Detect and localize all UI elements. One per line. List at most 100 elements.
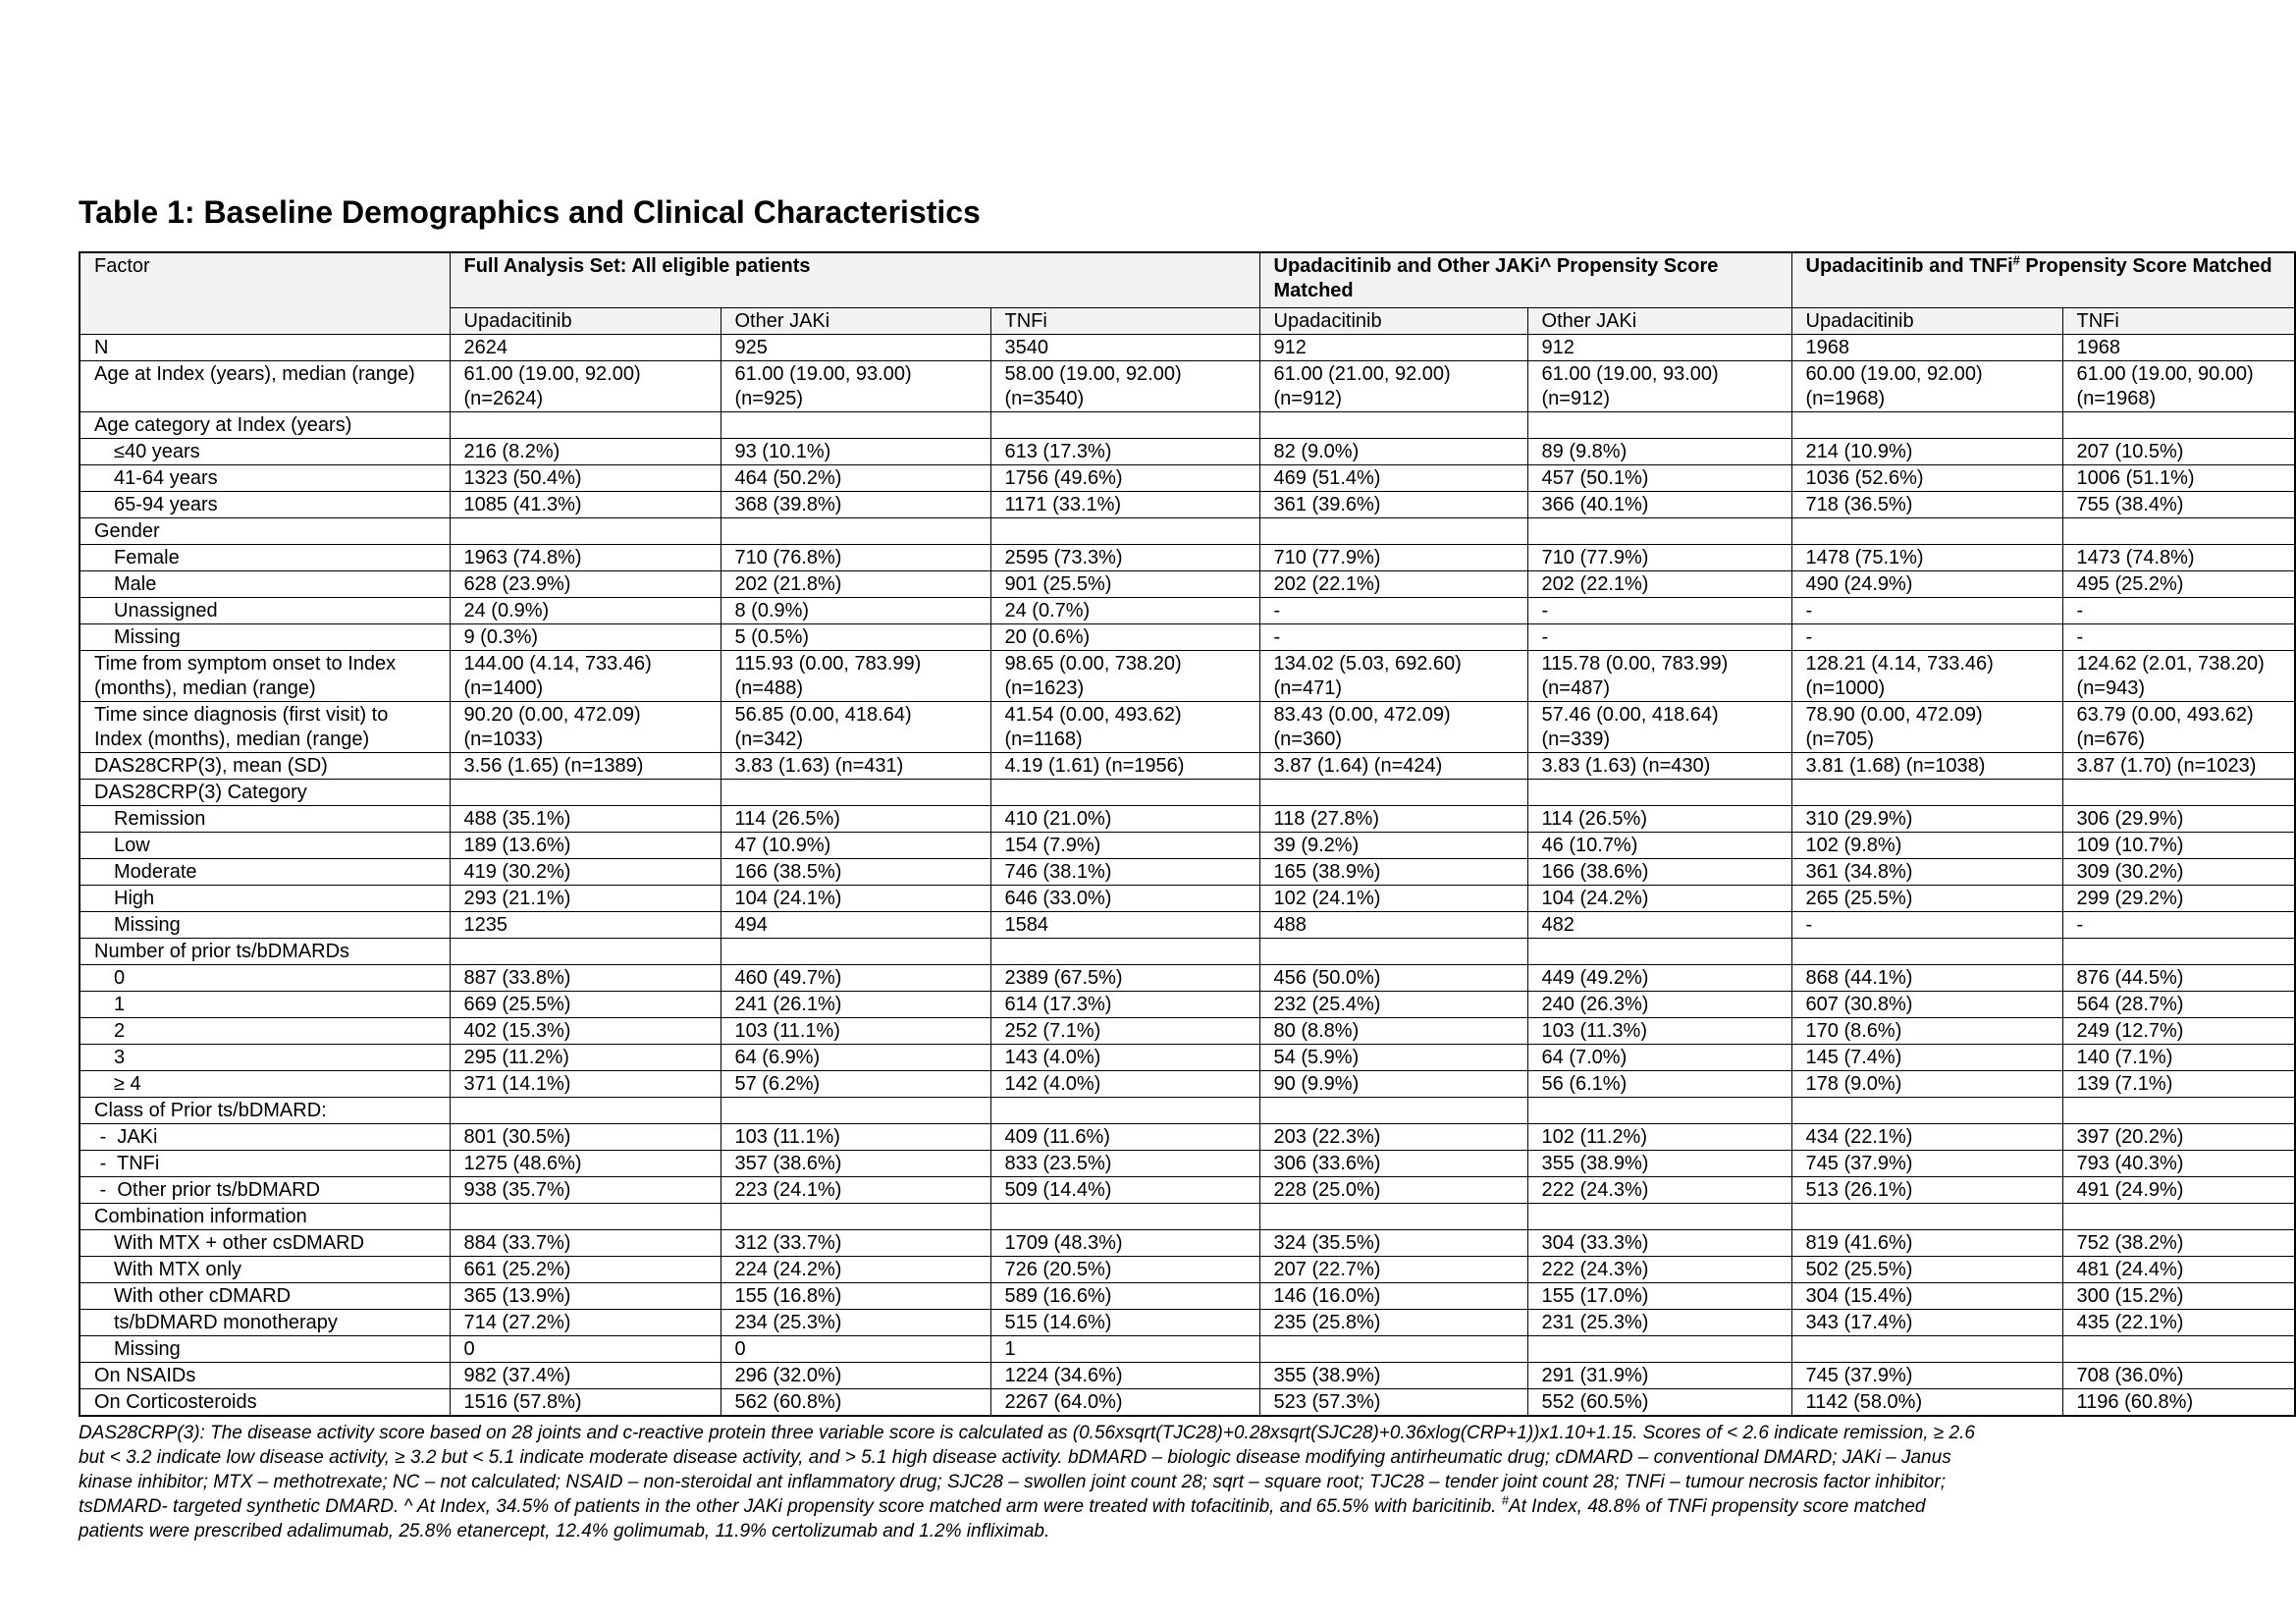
table-cell: - — [1526, 597, 1792, 624]
table-cell: 752 (38.2%) — [2061, 1229, 2296, 1257]
header-row-columns: Upadacitinib Other JAKi TNFi Upadacitinib Ot… — [80, 307, 2296, 335]
table-cell: 207 (22.7%) — [1258, 1256, 1528, 1283]
table-cell: 223 (24.1%) — [720, 1176, 991, 1204]
table-cell: 449 (49.2%) — [1526, 964, 1792, 992]
table-cell — [720, 1097, 991, 1124]
table-row: Age category at Index (years) — [79, 411, 2296, 439]
table-cell — [1790, 517, 2063, 545]
table-cell — [1526, 517, 1792, 545]
footnote-line: patients were prescribed adalimumab, 25.… — [79, 1521, 1050, 1542]
table-cell: 41.54 (0.00, 493.62) (n=1168) — [989, 701, 1260, 753]
table-cell: 982 (37.4%) — [449, 1362, 721, 1389]
table-cell: 482 — [1526, 911, 1792, 939]
table-cell — [2061, 938, 2296, 965]
footnote-line: but < 3.2 indicate low disease activity,… — [79, 1447, 1951, 1468]
table-row: 65-94 years 1085 (41.3%) 368 (39.8%) 1171 (… — [79, 491, 2296, 518]
table-row: Female 1963 (74.8%) 710 (76.8%) 2595 (73.3%… — [79, 544, 2296, 571]
table-cell — [1258, 938, 1528, 965]
table-cell: 2389 (67.5%) — [989, 964, 1260, 992]
table-row: ≤40 years 216 (8.2%) 93 (10.1%) 613 (17.3%)… — [79, 438, 2296, 465]
table-cell — [1526, 1335, 1792, 1363]
table-cell — [989, 411, 1260, 439]
table-cell — [720, 411, 991, 439]
table-cell — [1790, 1097, 2063, 1124]
table-cell: 115.78 (0.00, 783.99) (n=487) — [1526, 650, 1792, 702]
table-cell: 901 (25.5%) — [989, 570, 1260, 598]
table-cell: 189 (13.6%) — [449, 832, 721, 859]
table-cell: 61.00 (19.00, 93.00) (n=925) — [720, 360, 991, 412]
table-cell: 309 (30.2%) — [2061, 858, 2296, 886]
table-cell: 833 (23.5%) — [989, 1150, 1260, 1177]
table-row: ts/bDMARD monotherapy 714 (27.2%) 234 (25.… — [79, 1309, 2296, 1336]
table-cell: 64 (6.9%) — [720, 1044, 991, 1071]
row-label: High — [79, 885, 451, 912]
table-cell: 745 (37.9%) — [1790, 1362, 2063, 1389]
table-cell: 912 — [1258, 334, 1528, 361]
table-cell: 793 (40.3%) — [2061, 1150, 2296, 1177]
table-cell: 3.56 (1.65) (n=1389) — [449, 752, 721, 780]
table-cell: 2267 (64.0%) — [989, 1388, 1260, 1417]
table-cell: 1968 — [2061, 334, 2296, 361]
table-cell: 222 (24.3%) — [1526, 1256, 1792, 1283]
table-row: Missing 0 0 1 — [79, 1335, 2296, 1363]
row-label: With MTX only — [79, 1256, 451, 1283]
table-cell: 304 (33.3%) — [1526, 1229, 1792, 1257]
table-cell: 628 (23.9%) — [449, 570, 721, 598]
table-cell: 295 (11.2%) — [449, 1044, 721, 1071]
table-cell: 488 (35.1%) — [449, 805, 721, 833]
table-cell: 89 (9.8%) — [1526, 438, 1792, 465]
table-cell: 144.00 (4.14, 733.46) (n=1400) — [449, 650, 721, 702]
table-cell: 80 (8.8%) — [1258, 1017, 1528, 1045]
footnote: DAS28CRP(3): The disease activity score … — [79, 1421, 2277, 1543]
table-cell: 291 (31.9%) — [1526, 1362, 1792, 1389]
row-label: DAS28CRP(3), mean (SD) — [79, 752, 451, 780]
table-cell: 202 (22.1%) — [1258, 570, 1528, 598]
table-cell — [1258, 779, 1528, 806]
column-header: TNFi — [2061, 307, 2296, 335]
table-cell — [720, 938, 991, 965]
table-cell: 523 (57.3%) — [1258, 1388, 1528, 1417]
table-cell: 1709 (48.3%) — [989, 1229, 1260, 1257]
table-row: ≥ 4 371 (14.1%) 57 (6.2%) 142 (4.0%) 90 (9.9… — [79, 1070, 2296, 1098]
table-cell: 61.00 (21.00, 92.00) (n=912) — [1258, 360, 1528, 412]
table-cell — [989, 938, 1260, 965]
table-cell: 61.00 (19.00, 90.00) (n=1968) — [2061, 360, 2296, 412]
column-header: Other JAKi — [720, 307, 991, 335]
table-cell: 9 (0.3%) — [449, 623, 721, 651]
row-label: 3 — [79, 1044, 451, 1071]
table-cell: 202 (21.8%) — [720, 570, 991, 598]
table-cell: 102 (24.1%) — [1258, 885, 1528, 912]
row-label: 1 — [79, 991, 451, 1018]
table-cell: 708 (36.0%) — [2061, 1362, 2296, 1389]
table-cell: 54 (5.9%) — [1258, 1044, 1528, 1071]
table-cell: 178 (9.0%) — [1790, 1070, 2063, 1098]
table-cell: 1584 — [989, 911, 1260, 939]
row-label: - JAKi — [79, 1123, 451, 1151]
table-cell: 366 (40.1%) — [1526, 491, 1792, 518]
table-cell — [1790, 938, 2063, 965]
row-label: Age category at Index (years) — [79, 411, 451, 439]
table-cell: 925 — [720, 334, 991, 361]
table-cell: - — [1790, 911, 2063, 939]
table-cell: 614 (17.3%) — [989, 991, 1260, 1018]
table-cell: 1196 (60.8%) — [2061, 1388, 2296, 1417]
column-header: TNFi — [989, 307, 1260, 335]
table-cell: 143 (4.0%) — [989, 1044, 1260, 1071]
table-cell: 502 (25.5%) — [1790, 1256, 2063, 1283]
table-cell: 490 (24.9%) — [1790, 570, 2063, 598]
row-label: N — [79, 334, 451, 361]
table-cell — [2061, 779, 2296, 806]
table-cell: 491 (24.9%) — [2061, 1176, 2296, 1204]
table-cell: 102 (9.8%) — [1790, 832, 2063, 859]
table-cell: 165 (38.9%) — [1258, 858, 1528, 886]
table-cell: 104 (24.1%) — [720, 885, 991, 912]
table-row: 3 295 (11.2%) 64 (6.9%) 143 (4.0%) 54 (5.9%)… — [79, 1044, 2296, 1071]
table-cell: 312 (33.7%) — [720, 1229, 991, 1257]
table-cell: 0 — [449, 1335, 721, 1363]
table-row: Unassigned 24 (0.9%) 8 (0.9%) 24 (0.7%) - - - - — [79, 597, 2296, 624]
row-label: Time from symptom onset to Index (months… — [79, 650, 451, 702]
table-cell: 3.87 (1.64) (n=424) — [1258, 752, 1528, 780]
table-cell: 589 (16.6%) — [989, 1282, 1260, 1310]
table-cell: 884 (33.7%) — [449, 1229, 721, 1257]
table-cell: 1085 (41.3%) — [449, 491, 721, 518]
